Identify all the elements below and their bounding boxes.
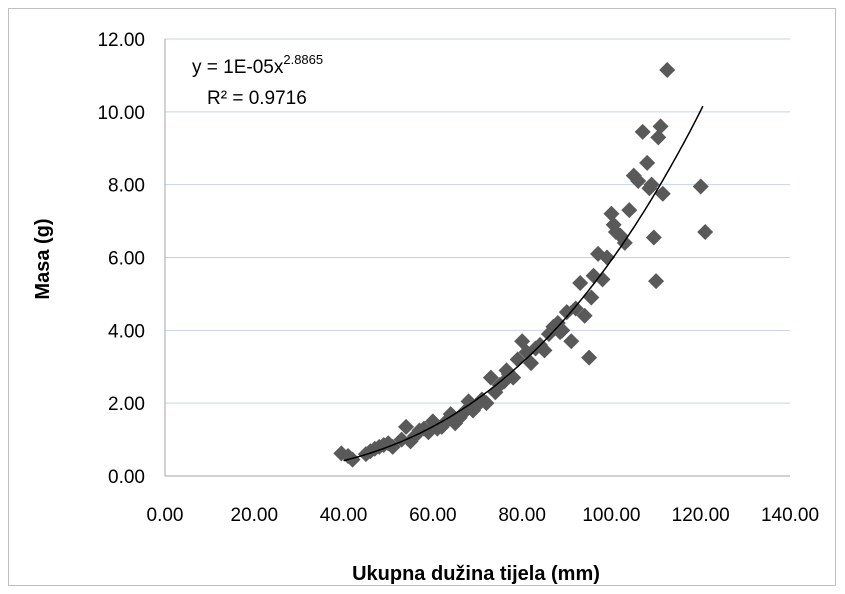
data-point: [659, 61, 676, 78]
data-point: [654, 185, 671, 202]
data-point: [536, 342, 553, 359]
x-tick-label: 80.00: [498, 505, 546, 526]
x-tick-label: 40.00: [320, 505, 368, 526]
y-axis-title: Masa (g): [32, 218, 54, 299]
data-point: [643, 176, 660, 193]
y-tick-label: 4.00: [108, 321, 145, 342]
y-tick-labels: 0.00 2.00 4.00 6.00 8.00 10.00 12.00: [97, 30, 145, 488]
data-point: [634, 123, 651, 140]
trendline-equation: y = 1E-05x2.8865: [192, 52, 323, 78]
data-point: [398, 418, 415, 435]
data-point: [498, 362, 515, 379]
data-point: [523, 355, 540, 372]
data-point: [648, 273, 665, 290]
data-point: [482, 369, 499, 386]
data-point: [639, 154, 656, 171]
data-point: [697, 224, 714, 241]
data-point: [621, 202, 638, 219]
data-point: [581, 349, 598, 366]
data-point: [478, 395, 495, 412]
data-point: [563, 333, 580, 350]
y-tick-label: 2.00: [108, 394, 145, 415]
trendline: [343, 105, 704, 462]
data-point: [692, 178, 709, 195]
x-tick-label: 60.00: [409, 505, 457, 526]
gridlines: [165, 38, 790, 404]
data-point: [645, 229, 662, 246]
data-point: [650, 129, 667, 146]
x-tick-label: 120.00: [672, 505, 730, 526]
data-point: [344, 451, 361, 468]
x-axis-title: Ukupna dužina tijela (mm): [352, 563, 600, 585]
data-point: [572, 274, 589, 291]
data-point: [652, 118, 669, 135]
chart-frame: [8, 8, 836, 586]
y-tick-label: 6.00: [108, 249, 145, 270]
y-tick-label: 10.00: [97, 103, 145, 124]
data-point: [583, 289, 600, 306]
data-point: [603, 205, 620, 222]
x-tick-label: 20.00: [231, 505, 279, 526]
y-tick-label: 0.00: [108, 467, 145, 488]
data-point: [567, 300, 584, 317]
data-point: [594, 271, 611, 288]
x-tick-label: 140.00: [761, 505, 819, 526]
data-point: [576, 307, 593, 324]
x-tick-labels: 0.00 20.00 40.00 60.00 80.00 100.00 120.00 140.…: [147, 505, 820, 526]
y-tick-label: 12.00: [97, 30, 145, 51]
data-point: [605, 216, 622, 233]
x-tick-label: 100.00: [582, 505, 640, 526]
y-tick-label: 8.00: [108, 176, 145, 197]
data-points: [333, 61, 714, 468]
axes: [164, 39, 790, 477]
x-tick-label: 0.00: [147, 505, 184, 526]
data-point: [630, 173, 647, 190]
r-squared-label: R² = 0.9716: [207, 88, 307, 109]
